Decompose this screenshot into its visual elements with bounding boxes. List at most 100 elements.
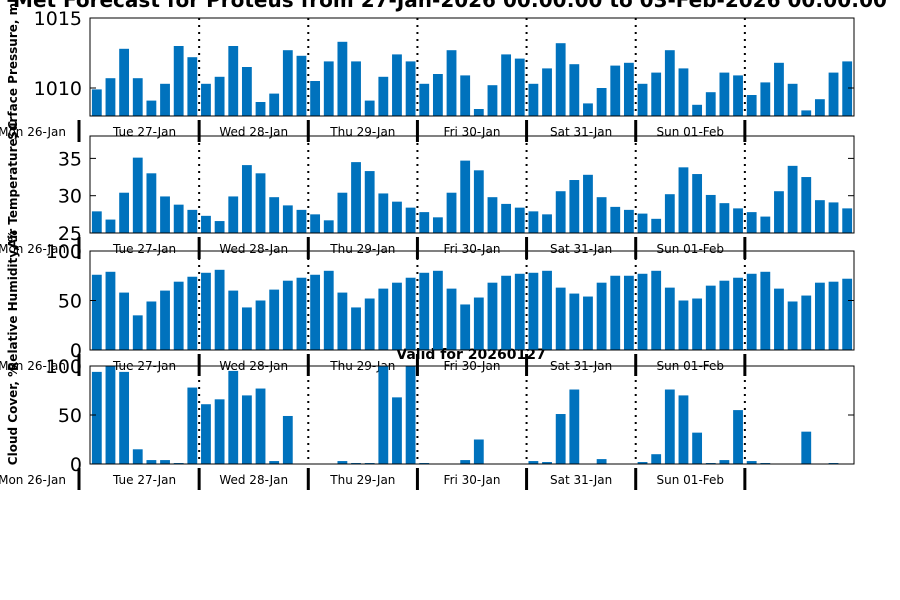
- bar: [105, 366, 116, 464]
- bar: [214, 399, 225, 464]
- bar: [705, 92, 716, 116]
- bar: [787, 301, 798, 350]
- day-label: Thu 29-Jan: [329, 242, 395, 256]
- day-label: Sun 01-Feb: [657, 242, 725, 256]
- bar: [596, 88, 607, 116]
- bar: [733, 410, 743, 464]
- bar: [828, 281, 839, 350]
- bar: [705, 194, 716, 233]
- bar: [91, 371, 102, 464]
- bar: [323, 61, 334, 116]
- bar: [651, 454, 662, 464]
- bar: [201, 83, 211, 116]
- bar: [514, 273, 525, 350]
- bar: [801, 295, 812, 350]
- bar: [473, 297, 484, 350]
- bar: [446, 288, 457, 350]
- bar: [419, 83, 430, 116]
- bar: [255, 300, 266, 350]
- bar: [351, 162, 361, 233]
- bar: [487, 282, 498, 350]
- bar: [569, 180, 580, 233]
- day-label: Tue 27-Jan: [112, 242, 176, 256]
- day-label: Sun 01-Feb: [657, 473, 725, 487]
- bar: [187, 57, 198, 116]
- day-label: Sun 01-Feb: [657, 125, 725, 139]
- bar: [596, 459, 607, 464]
- day-label: Thu 29-Jan: [329, 473, 395, 487]
- bar: [501, 203, 512, 233]
- bar: [746, 461, 757, 464]
- day-label: Wed 28-Jan: [219, 473, 288, 487]
- bar: [637, 83, 648, 116]
- bar: [269, 461, 280, 464]
- day-label: Thu 29-Jan: [329, 125, 395, 139]
- bar: [105, 271, 116, 350]
- bar: [623, 209, 634, 233]
- y-tick-label: 25: [58, 223, 82, 245]
- bar: [378, 76, 389, 116]
- bar: [501, 275, 512, 350]
- bar: [760, 82, 771, 116]
- bar: [392, 282, 402, 350]
- bar: [173, 281, 184, 350]
- bar: [432, 74, 443, 116]
- bar: [692, 298, 703, 350]
- y-tick-label: 100: [46, 356, 82, 378]
- bar: [119, 192, 130, 233]
- plot-frame: [89, 135, 855, 234]
- bar: [405, 61, 416, 116]
- bar: [378, 193, 389, 233]
- bar: [392, 397, 402, 464]
- bar: [255, 173, 266, 233]
- bar: [201, 404, 211, 464]
- bar: [828, 202, 839, 233]
- bar: [719, 72, 730, 116]
- bar: [842, 208, 853, 233]
- bar: [241, 165, 252, 233]
- bar: [828, 72, 839, 116]
- bar: [241, 67, 252, 116]
- bar: [91, 274, 102, 350]
- bar: [119, 48, 130, 116]
- bar: [146, 301, 157, 350]
- bar: [460, 460, 471, 464]
- figure-subtitle: Valid for 20260127: [396, 347, 545, 363]
- bar: [378, 366, 389, 464]
- day-label: Fri 30-Jan: [444, 473, 501, 487]
- bar: [719, 460, 730, 464]
- bar: [637, 462, 648, 464]
- bar: [814, 282, 825, 350]
- bar: [678, 167, 689, 233]
- bar: [337, 461, 348, 464]
- figure-title: Met Forecast for Proteus from 27-Jan-202…: [13, 0, 887, 12]
- bar: [623, 275, 634, 350]
- bar: [678, 300, 689, 350]
- day-label: Tue 27-Jan: [112, 125, 176, 139]
- bar: [446, 50, 457, 117]
- bar: [473, 109, 484, 116]
- bar: [651, 270, 662, 350]
- bar: [187, 209, 198, 233]
- start-date-label: Mon 26-Jan: [0, 242, 66, 256]
- bar: [692, 104, 703, 116]
- bar: [201, 215, 211, 233]
- bar: [419, 272, 430, 350]
- bar: [651, 218, 662, 233]
- bar: [542, 214, 552, 233]
- bar: [555, 43, 566, 117]
- bar: [528, 272, 539, 350]
- bar: [814, 200, 825, 233]
- bar: [842, 278, 853, 350]
- start-date-label: Mon 26-Jan: [0, 359, 66, 373]
- bar: [146, 173, 157, 233]
- bar: [569, 64, 580, 116]
- bar: [146, 100, 157, 116]
- bar: [405, 207, 416, 233]
- bar: [746, 273, 757, 350]
- bar: [160, 290, 170, 350]
- bar: [105, 78, 116, 116]
